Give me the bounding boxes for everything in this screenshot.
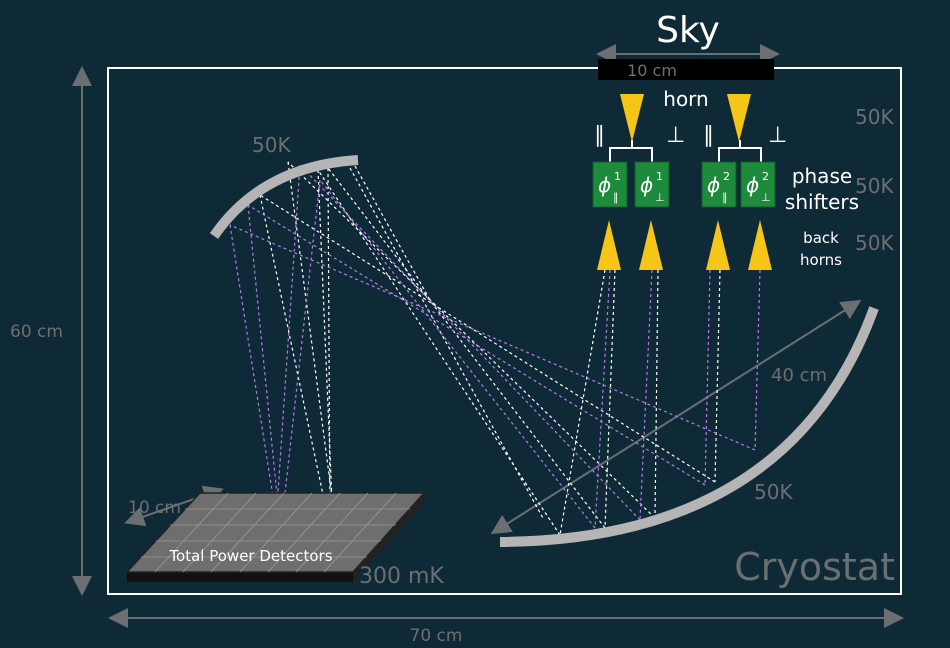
small-mirror [209,155,359,239]
phase-shifters-label-1: phase [792,164,852,188]
phase-shifter-4-sub: ⊥ [761,191,771,204]
perp-symbol-1: ⊥ [666,123,685,148]
horn-1-icon [620,94,644,142]
phase-shifter-4-symbol: ϕ [746,173,759,197]
phase-shifter-2-sup: 1 [656,170,663,183]
white-rays [259,161,721,536]
height-label: 60 cm [10,322,63,342]
phase-shifter-boxes [592,161,776,208]
aperture-width-label: 10 cm [627,61,677,80]
horn-2-icon [727,94,751,142]
back-horn-3-icon [706,220,730,270]
back-horn-4-icon [748,220,772,270]
detector-temp: 300 mK [359,564,444,589]
horn-label: horn [663,87,708,111]
phase-shifter-4-sup: 2 [762,170,769,183]
phase-shifter-3-symbol: ϕ [707,173,720,197]
sky-title: Sky [656,10,720,51]
large-mirror-dimension-arrow [490,299,862,535]
phase-shifter-1-sub: ∥ [613,191,619,204]
detector-plate [125,492,426,582]
parallel-symbol-1: ∥ [594,123,605,148]
width-label: 70 cm [410,626,463,646]
detectors-label: Total Power Detectors [168,547,332,565]
stage-low-temp: 50K [855,231,894,255]
cryostat-frame [107,67,902,595]
back-horns-label-1: back [803,229,839,247]
purple-rays [229,164,761,529]
phase-shifters-label-2: shifters [785,190,859,214]
back-horn-2-icon [639,220,663,270]
large-mirror-temp: 50K [754,480,793,504]
sky-window [598,59,774,80]
perp-symbol-2: ⊥ [768,123,787,148]
parallel-symbol-2: ∥ [703,123,714,148]
phase-shifter-1-symbol: ϕ [598,173,611,197]
large-mirror [499,306,879,547]
stage-top-temp: 50K [855,105,894,129]
back-horns-label-2: horns [800,251,842,269]
phase-shifter-2-symbol: ϕ [640,173,653,197]
stage-mid-temp: 50K [855,174,894,198]
small-mirror-temp: 50K [252,133,291,157]
phase-shifter-3-sup: 2 [723,170,730,183]
detector-size-label: 10 cm [128,498,181,518]
feed-wiring [609,140,762,162]
phase-shifter-2-sub: ⊥ [655,191,665,204]
phase-shifter-1-sup: 1 [614,170,621,183]
phase-shifter-3-sub: ∥ [722,191,728,204]
back-horn-1-icon [597,220,621,270]
large-mirror-size: 40 cm [771,365,827,386]
cryostat-label: Cryostat [734,545,895,589]
